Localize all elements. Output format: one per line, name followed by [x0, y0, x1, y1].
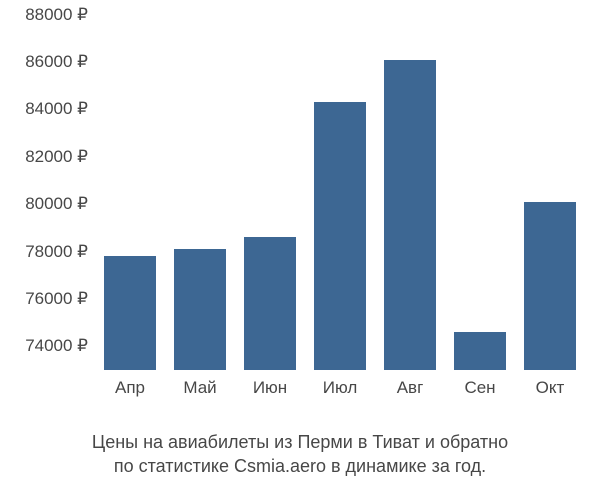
chart-caption: Цены на авиабилеты из Перми в Тиват и об…	[0, 430, 600, 479]
bar	[174, 249, 227, 370]
bar	[454, 332, 507, 370]
y-tick-label: 74000 ₽	[25, 336, 88, 356]
x-tick-label: Июн	[253, 378, 287, 398]
y-tick-label: 84000 ₽	[25, 99, 88, 119]
bar	[104, 256, 157, 370]
bar	[244, 237, 297, 370]
x-tick-label: Июл	[323, 378, 358, 398]
caption-line2: по статистике Csmia.aero в динамике за г…	[114, 456, 486, 476]
caption-line1: Цены на авиабилеты из Перми в Тиват и об…	[92, 432, 508, 452]
bar	[384, 60, 437, 370]
y-tick-label: 82000 ₽	[25, 147, 88, 167]
price-chart: Цены на авиабилеты из Перми в Тиват и об…	[0, 0, 600, 500]
x-tick-label: Окт	[536, 378, 565, 398]
x-tick-label: Авг	[397, 378, 424, 398]
x-tick-label: Май	[183, 378, 216, 398]
bar	[314, 102, 367, 370]
y-tick-label: 86000 ₽	[25, 52, 88, 72]
y-tick-label: 80000 ₽	[25, 194, 88, 214]
bar	[524, 202, 577, 370]
y-tick-label: 88000 ₽	[25, 5, 88, 25]
x-tick-label: Сен	[464, 378, 495, 398]
y-tick-label: 76000 ₽	[25, 289, 88, 309]
x-tick-label: Апр	[115, 378, 145, 398]
y-tick-label: 78000 ₽	[25, 242, 88, 262]
plot-area	[95, 10, 585, 370]
